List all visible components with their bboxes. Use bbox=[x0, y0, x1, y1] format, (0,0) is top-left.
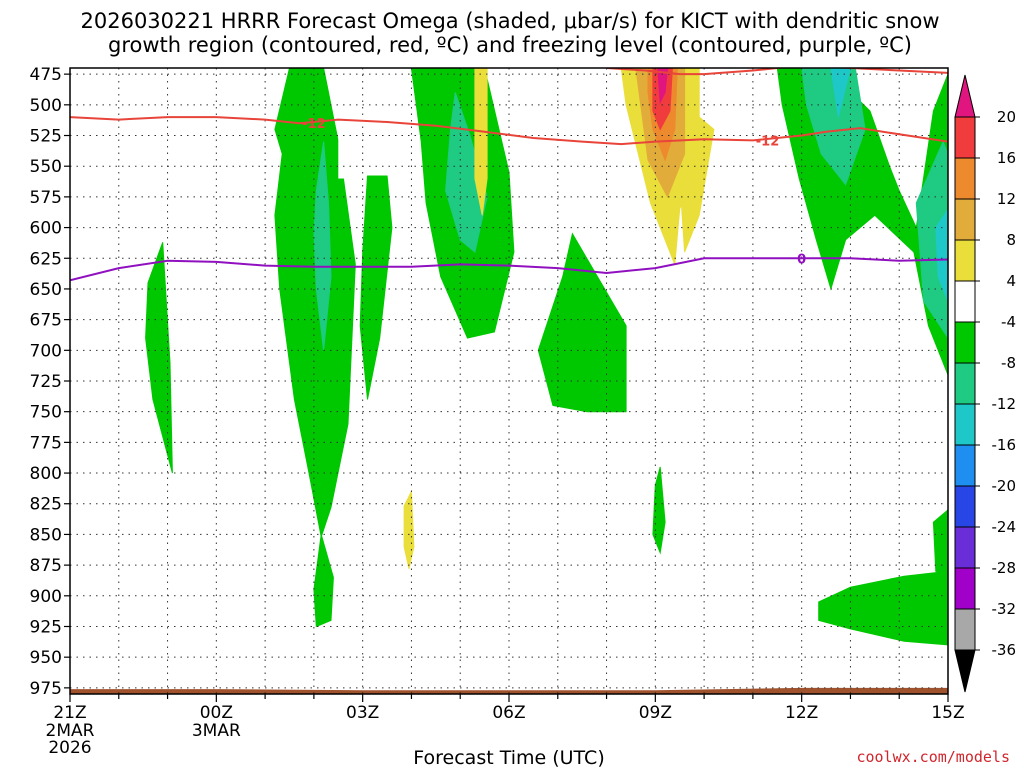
colorbar-swatch bbox=[954, 526, 976, 569]
y-tick-label: 725 bbox=[30, 372, 62, 392]
x-tick-sublabel: 2MAR bbox=[46, 721, 95, 741]
colorbar-label: -12 bbox=[992, 395, 1017, 413]
y-tick-label: 475 bbox=[30, 65, 62, 85]
omega-region-m8_m4 bbox=[145, 242, 173, 474]
x-tick-label: 09Z bbox=[639, 703, 672, 723]
dgz-contour-label: -12 bbox=[756, 134, 780, 149]
dgz-contour-label: -12 bbox=[302, 117, 326, 132]
y-tick-label: 775 bbox=[30, 433, 62, 453]
colorbar-swatch bbox=[954, 321, 976, 364]
colorbar-swatch bbox=[954, 608, 976, 651]
x-tick-label: 06Z bbox=[492, 703, 525, 723]
omega-region-m8_m4 bbox=[932, 509, 948, 575]
colorbar-label: -20 bbox=[992, 477, 1017, 495]
colorbar-label: -28 bbox=[992, 559, 1017, 577]
omega-region-m8_m4 bbox=[537, 232, 627, 413]
y-tick-label: 850 bbox=[30, 525, 62, 545]
colorbar-swatch bbox=[954, 280, 976, 323]
grid-lines bbox=[70, 68, 948, 694]
colorbar-swatch bbox=[954, 362, 976, 405]
colorbar-label: 4 bbox=[1006, 272, 1016, 290]
colorbar-label: -4 bbox=[1001, 313, 1016, 331]
colorbar-label: 8 bbox=[1006, 231, 1016, 249]
chart-title-line2: growth region (contoured, red, ºC) and f… bbox=[108, 33, 912, 57]
y-tick-label: 525 bbox=[30, 127, 62, 147]
colorbar-swatch bbox=[954, 116, 976, 159]
freezing-contour-label: 0 bbox=[797, 252, 806, 267]
omega-region-m8_m4 bbox=[359, 175, 393, 400]
colorbar-swatch bbox=[954, 198, 976, 241]
colorbar-label: -16 bbox=[992, 436, 1017, 454]
omega-region-m12_m8 bbox=[915, 140, 948, 339]
omega-shading bbox=[70, 68, 948, 694]
y-tick-label: 500 bbox=[30, 96, 62, 116]
colorbar-label: -36 bbox=[992, 641, 1017, 659]
omega-region-m16_m12 bbox=[830, 68, 851, 118]
omega-region-m8_m4 bbox=[818, 570, 948, 646]
colorbar-label: 12 bbox=[997, 190, 1016, 208]
x-tick-sublabel: 2026 bbox=[48, 738, 91, 758]
omega-region-m8_m4 bbox=[313, 534, 334, 628]
colorbar: 20 16 12 8 4 -4 -8 -12 -16 -20 -24 -28 -32 -36 bbox=[954, 74, 1017, 693]
colorbar-label: -32 bbox=[992, 600, 1017, 618]
colorbar-label: -8 bbox=[1001, 354, 1016, 372]
ground-terrain bbox=[70, 687, 948, 694]
y-tick-label: 650 bbox=[30, 280, 62, 300]
x-tick-label: 03Z bbox=[346, 703, 379, 723]
y-tick-label: 900 bbox=[30, 587, 62, 607]
omega-region-m12_m8 bbox=[801, 68, 866, 186]
y-tick-label: 675 bbox=[30, 311, 62, 331]
y-tick-label: 600 bbox=[30, 219, 62, 239]
y-tick-label: 700 bbox=[30, 341, 62, 361]
y-tick-label: 800 bbox=[30, 464, 62, 484]
chart-title-line1: 2026030221 HRRR Forecast Omega (shaded, … bbox=[81, 9, 940, 33]
x-tick-label: 12Z bbox=[785, 703, 818, 723]
colorbar-label: -24 bbox=[992, 518, 1017, 536]
contours: -12 -12 0 bbox=[70, 68, 948, 282]
omega-region-m12_m8 bbox=[445, 92, 488, 254]
y-tick-label: 750 bbox=[30, 403, 62, 423]
y-tick-label: 975 bbox=[30, 679, 62, 699]
y-tick-label: 925 bbox=[30, 617, 62, 637]
x-tick-sublabel: 3MAR bbox=[192, 721, 241, 741]
omega-region-gt20 bbox=[657, 68, 669, 105]
y-tick-label: 950 bbox=[30, 648, 62, 668]
colorbar-swatch bbox=[954, 485, 976, 528]
omega-region-m8_m4 bbox=[652, 466, 666, 555]
colorbar-swatch bbox=[954, 239, 976, 282]
x-tick-label: 21Z bbox=[53, 703, 86, 723]
x-axis-label: Forecast Time (UTC) bbox=[413, 747, 604, 768]
colorbar-swatch bbox=[954, 403, 976, 446]
y-tick-label: 575 bbox=[30, 188, 62, 208]
colorbar-swatch bbox=[954, 157, 976, 200]
omega-region-4_8 bbox=[679, 103, 715, 253]
omega-region-16_20 bbox=[652, 68, 673, 131]
credit-text: coolwx.com/models bbox=[856, 748, 1010, 766]
colorbar-swatch bbox=[954, 567, 976, 610]
y-tick-label: 550 bbox=[30, 157, 62, 177]
freezing-level-contour bbox=[70, 257, 948, 282]
colorbar-bottom-arrow bbox=[954, 649, 976, 693]
colorbar-swatch bbox=[954, 444, 976, 487]
omega-neutral-gap bbox=[333, 68, 363, 179]
y-tick-label: 625 bbox=[30, 249, 62, 269]
x-tick-label: 15Z bbox=[931, 703, 964, 723]
omega-region-m12_m8 bbox=[313, 141, 332, 351]
colorbar-top-arrow bbox=[954, 74, 976, 118]
colorbar-label: 20 bbox=[997, 108, 1016, 126]
dgz-contour-lower bbox=[70, 116, 948, 146]
omega-region-4_8 bbox=[403, 489, 415, 569]
omega-region-m8_m4 bbox=[274, 68, 356, 539]
y-axis: 475 500 525 550 575 600 625 650 675 700 725 750 775 8… bbox=[30, 65, 70, 699]
y-tick-label: 825 bbox=[30, 495, 62, 515]
y-tick-label: 875 bbox=[30, 556, 62, 576]
x-tick-label: 00Z bbox=[200, 703, 233, 723]
colorbar-label: 16 bbox=[997, 149, 1016, 167]
omega-region-4_8 bbox=[474, 68, 488, 216]
dgz-contour-upper bbox=[606, 68, 948, 76]
